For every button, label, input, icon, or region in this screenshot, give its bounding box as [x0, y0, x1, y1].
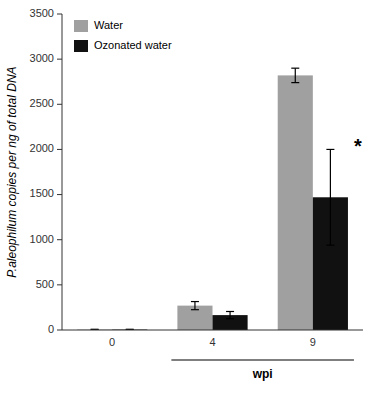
y-axis [62, 14, 63, 330]
error-bar [326, 149, 334, 245]
y-tick [57, 239, 62, 240]
legend-label: Ozonated water [94, 39, 172, 51]
y-label: P.aleophilum copies per ng of total DNA [5, 66, 19, 277]
y-tick [57, 104, 62, 105]
y-tick-label: 1500 [30, 187, 54, 199]
y-tick [57, 59, 62, 60]
y-tick-label: 2000 [30, 142, 54, 154]
legend-swatch [74, 20, 88, 32]
legend-label: Water [94, 19, 123, 31]
bar [177, 306, 212, 330]
x-axis [62, 330, 363, 331]
bars [77, 68, 348, 330]
x-tick-label: 0 [109, 336, 115, 348]
y-tick [57, 149, 62, 150]
legend: Water Ozonated water [74, 19, 172, 52]
y-tick-label: 2500 [30, 97, 54, 109]
x-label-underline [171, 359, 354, 360]
error-bar [226, 311, 234, 318]
annotation: * [354, 135, 362, 157]
y-tick [57, 194, 62, 195]
y-tick-label: 500 [36, 278, 54, 290]
y-tick-label: 3000 [30, 52, 54, 64]
legend-swatch [74, 40, 88, 52]
error-bar [291, 68, 299, 82]
error-bar [191, 302, 199, 310]
x-label: wpi [252, 367, 273, 381]
y-tick [57, 284, 62, 285]
y-tick-label: 3500 [30, 7, 54, 19]
bar [278, 75, 313, 330]
y-tick-label: 1000 [30, 233, 54, 245]
x-tick-label: 9 [310, 336, 316, 348]
y-tick [57, 14, 62, 15]
x-tick-label: 4 [209, 336, 215, 348]
chart: 0 500 1000 1500 2000 2500 3000 3500 0 4 9 wpi P.aleo… [0, 0, 375, 396]
y-tick-label: 0 [48, 323, 54, 335]
y-tick [57, 330, 62, 331]
